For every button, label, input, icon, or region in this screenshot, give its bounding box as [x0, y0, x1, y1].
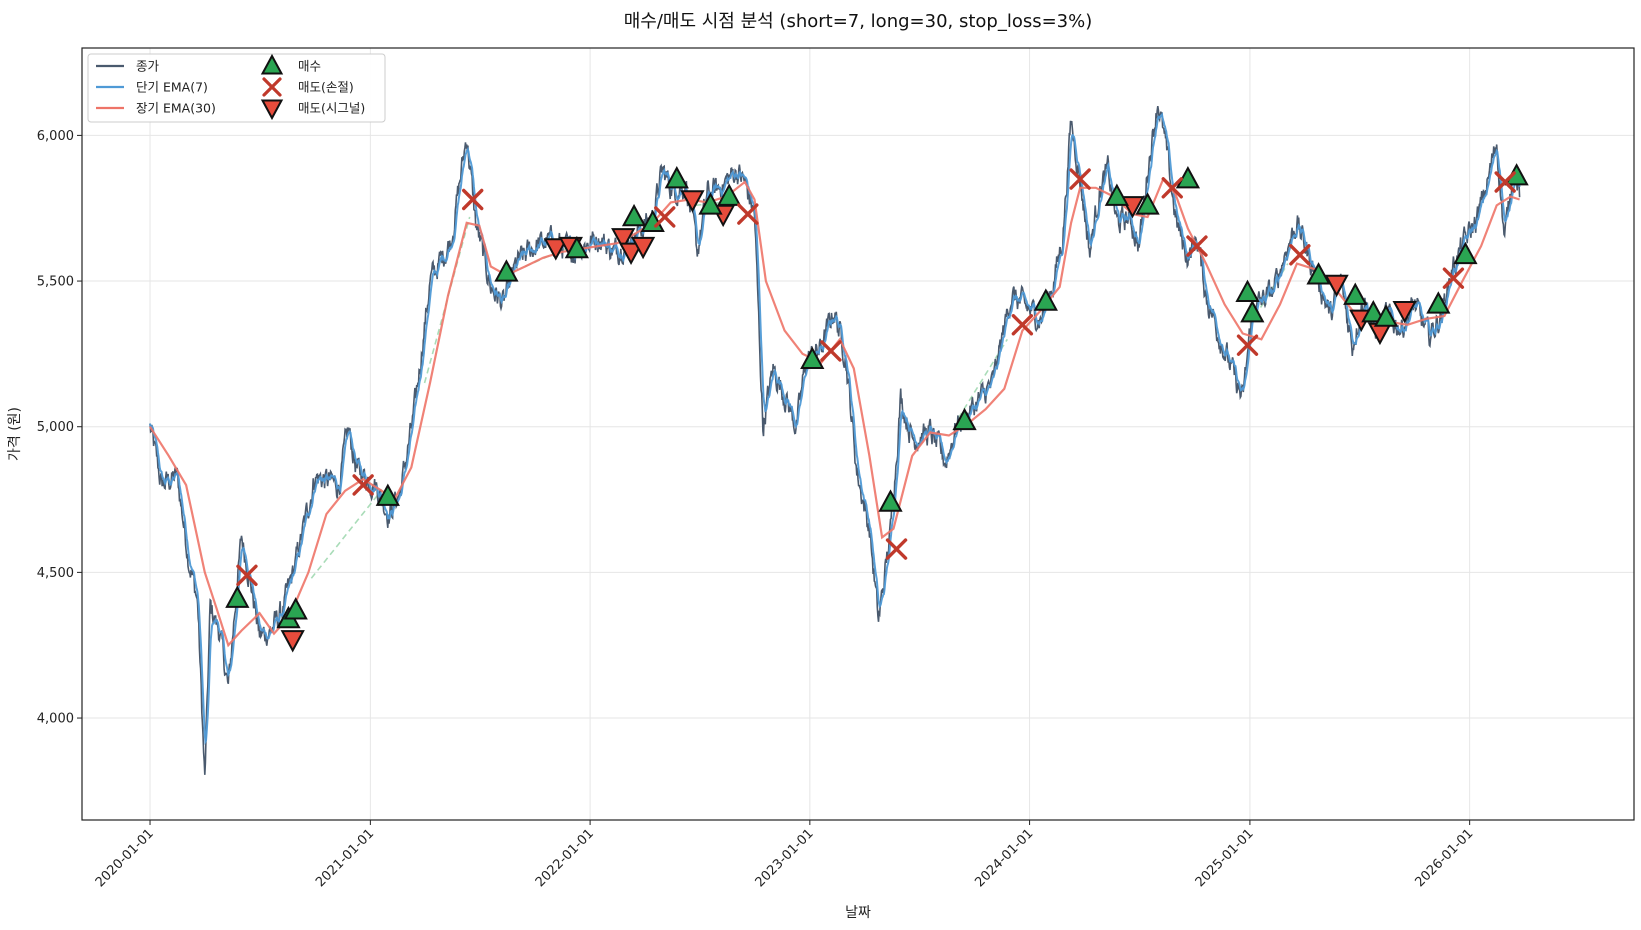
legend-item-ema_long: 장기 EMA(30): [96, 101, 216, 116]
position-dashed-line: [957, 338, 1008, 419]
position-dashed-line: [310, 493, 380, 579]
sell-signal-marker: [1392, 300, 1417, 324]
y-tick-label: 4,500: [37, 566, 74, 581]
buy-marker: [1361, 300, 1386, 323]
buy-marker: [1135, 192, 1160, 215]
buy-marker: [1175, 165, 1201, 189]
stop-loss-marker: [1494, 171, 1516, 193]
sell-signal-marker: [1120, 196, 1145, 219]
legend-item-stop: 매도(손절): [262, 77, 354, 97]
sell-signal-marker: [630, 236, 656, 260]
stop-loss-marker: [654, 206, 676, 228]
stop-loss-marker: [236, 564, 258, 586]
buy-marker: [1373, 304, 1399, 327]
buy-marker: [1306, 262, 1331, 285]
buy-marker: [1426, 291, 1451, 314]
legend-label: 종가: [136, 59, 160, 74]
buy-marker: [283, 597, 308, 620]
y-tick-label: 6,000: [37, 129, 74, 144]
buy-marker: [494, 259, 519, 282]
legend-label: 매도(손절): [298, 80, 354, 95]
legend-item-buy: 매수: [260, 53, 321, 75]
series-ema-short-line: [149, 112, 1521, 746]
buy-marker: [1343, 282, 1368, 305]
buy-marker: [952, 407, 977, 431]
stop-loss-marker: [352, 474, 374, 496]
y-tick-label: 5,000: [37, 420, 74, 435]
stop-loss-marker: [1442, 267, 1465, 289]
buy-marker: [1033, 288, 1058, 311]
legend-label: 장기 EMA(30): [136, 101, 216, 116]
sell-signal-marker: [543, 238, 568, 261]
buy-marker: [621, 203, 647, 227]
buy-marker: [800, 346, 825, 369]
sell-signal-marker: [680, 190, 705, 213]
plot-frame: [81, 47, 1635, 821]
sell-signal-marker: [1324, 274, 1349, 298]
legend-item-ema_short: 단기 EMA(7): [96, 80, 208, 95]
buy-marker: [664, 165, 689, 189]
x-axis-label: 날짜: [845, 905, 871, 921]
chart-title: 매수/매도 시점 분석 (short=7, long=30, stop_loss…: [624, 11, 1093, 32]
buy-marker: [717, 183, 742, 206]
series-ema-long-line: [149, 176, 1520, 648]
buy-marker: [1235, 279, 1260, 302]
y-axis: 4,000 4,500 5,000 5,500 6,000: [37, 129, 82, 727]
legend-item-signal: 매도(시그널): [260, 99, 365, 121]
y-axis-label: 가격 (원): [7, 407, 23, 461]
markers-layer: [225, 163, 1529, 653]
buy-marker: [225, 585, 250, 608]
grid-lines: [82, 48, 1634, 820]
plot-area: [149, 105, 1529, 775]
buy-marker: [878, 489, 903, 512]
legend-item-close: 종가: [96, 59, 160, 74]
buy-marker: [1240, 300, 1265, 323]
buy-marker: [698, 192, 723, 215]
stop-loss-marker: [885, 538, 908, 560]
buy-marker: [375, 483, 400, 506]
legend-label: 단기 EMA(7): [136, 80, 208, 95]
buy-marker: [1453, 241, 1478, 265]
stop-loss-marker: [1011, 314, 1034, 336]
sell-signal-marker: [611, 228, 636, 251]
legend-swatch: [260, 99, 284, 121]
stop-loss-marker: [1236, 334, 1259, 356]
stop-loss-marker: [1186, 235, 1208, 257]
y-tick-label: 4,000: [37, 712, 74, 727]
buy-marker: [1104, 183, 1129, 206]
legend-box: [87, 53, 386, 123]
legend-swatch: [260, 53, 284, 75]
legend-label: 매수: [298, 59, 321, 74]
stop-loss-marker: [737, 203, 759, 225]
sell-signal-marker: [618, 242, 644, 266]
stop-loss-marker: [462, 188, 484, 211]
buy-marker: [564, 235, 589, 259]
stop-loss-marker: [1069, 168, 1091, 190]
y-tick-label: 5,500: [37, 275, 74, 290]
stop-loss-marker: [820, 340, 842, 362]
sell-signal-marker: [280, 630, 305, 653]
legend-label: 매도(시그널): [298, 101, 365, 116]
stop-loss-marker: [1161, 177, 1183, 199]
stop-loss-marker: [1289, 244, 1311, 266]
